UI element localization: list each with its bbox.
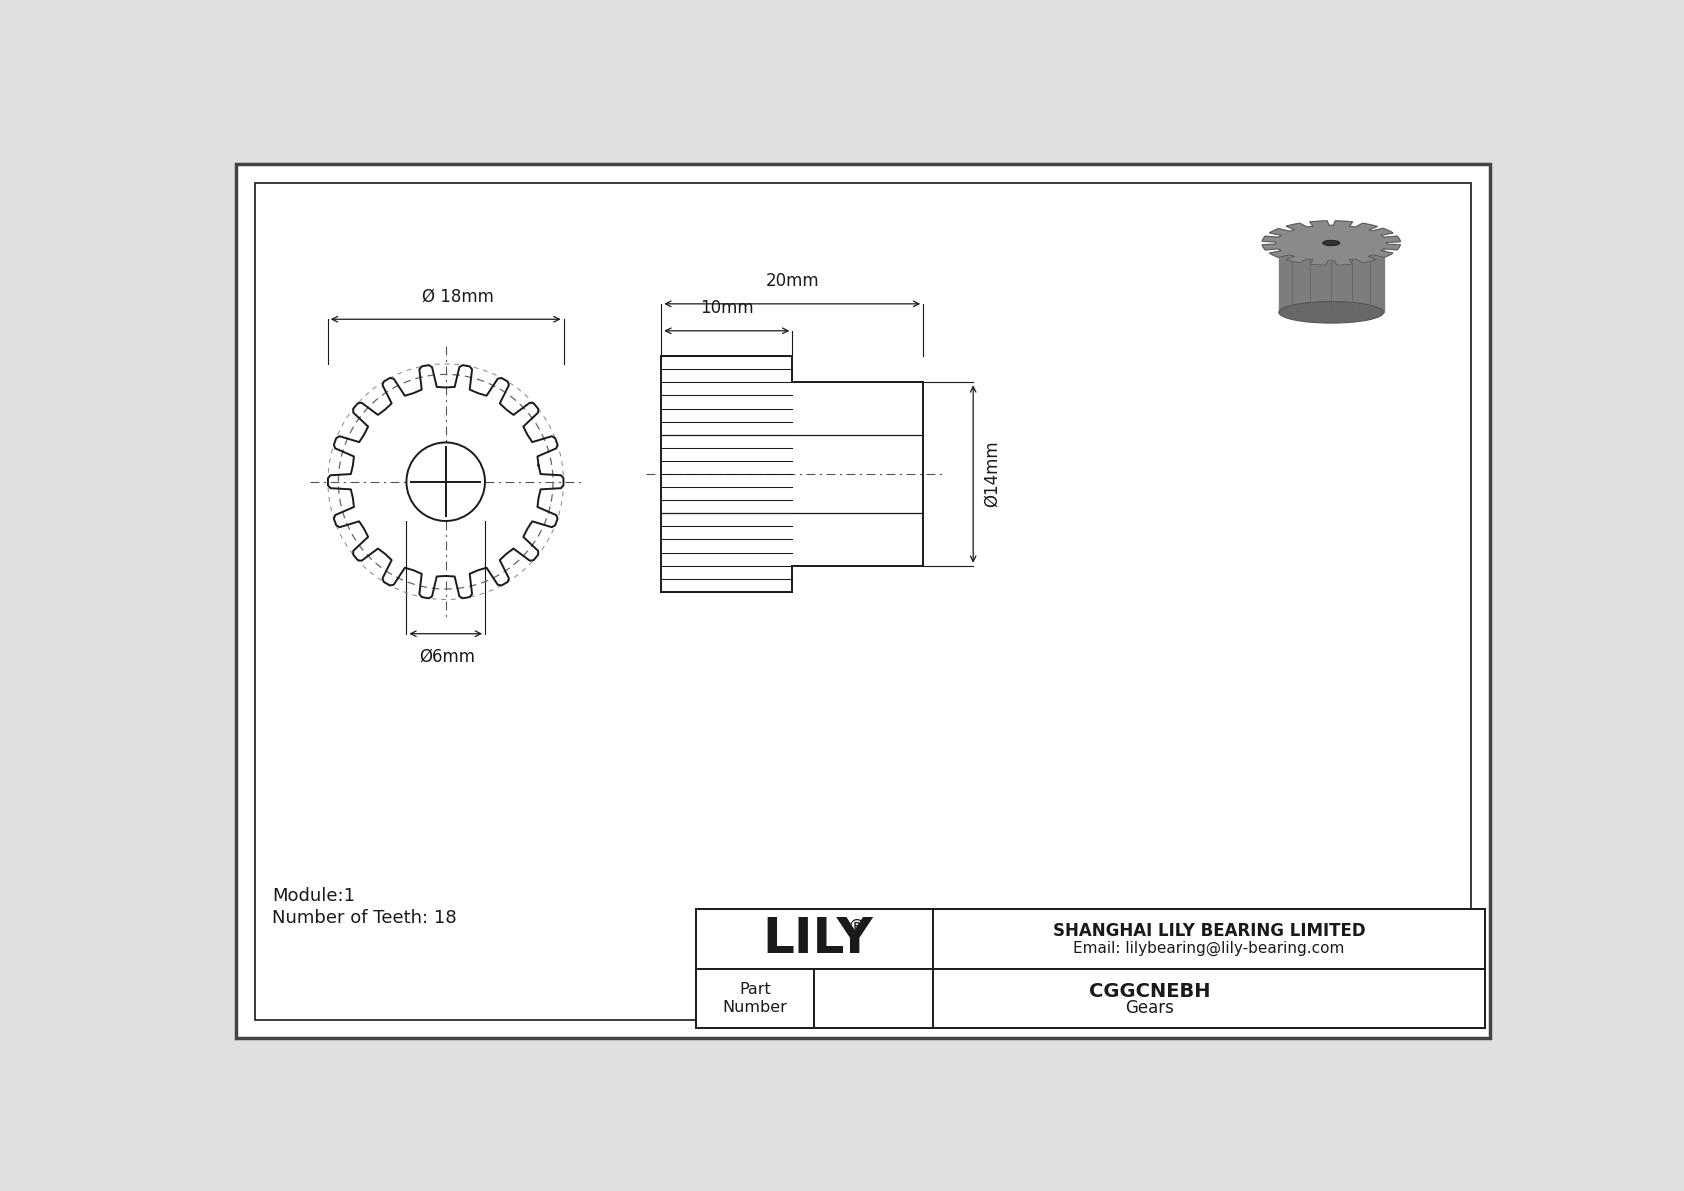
Text: ®: ® (847, 917, 866, 936)
Text: 10mm: 10mm (701, 299, 753, 317)
Ellipse shape (1322, 241, 1340, 245)
Text: Gears: Gears (1125, 999, 1174, 1017)
Text: SHANGHAI LILY BEARING LIMITED: SHANGHAI LILY BEARING LIMITED (1052, 922, 1366, 940)
Text: Ø14mm: Ø14mm (982, 441, 1000, 507)
Text: 20mm: 20mm (766, 272, 818, 289)
Text: Number of Teeth: 18: Number of Teeth: 18 (273, 909, 456, 927)
Polygon shape (1261, 220, 1401, 266)
Ellipse shape (1278, 301, 1384, 323)
Text: Module:1: Module:1 (273, 887, 355, 905)
Text: Ø 18mm: Ø 18mm (421, 287, 493, 305)
Text: Email: lilybearing@lily-bearing.com: Email: lilybearing@lily-bearing.com (1073, 941, 1344, 955)
Polygon shape (1278, 247, 1384, 312)
Text: CGGCNEBH: CGGCNEBH (1090, 983, 1211, 1002)
Text: Part
Number: Part Number (722, 983, 788, 1015)
Text: Ø6mm: Ø6mm (419, 648, 475, 666)
Text: LILY: LILY (763, 915, 874, 962)
Bar (695, 909, 1485, 1028)
